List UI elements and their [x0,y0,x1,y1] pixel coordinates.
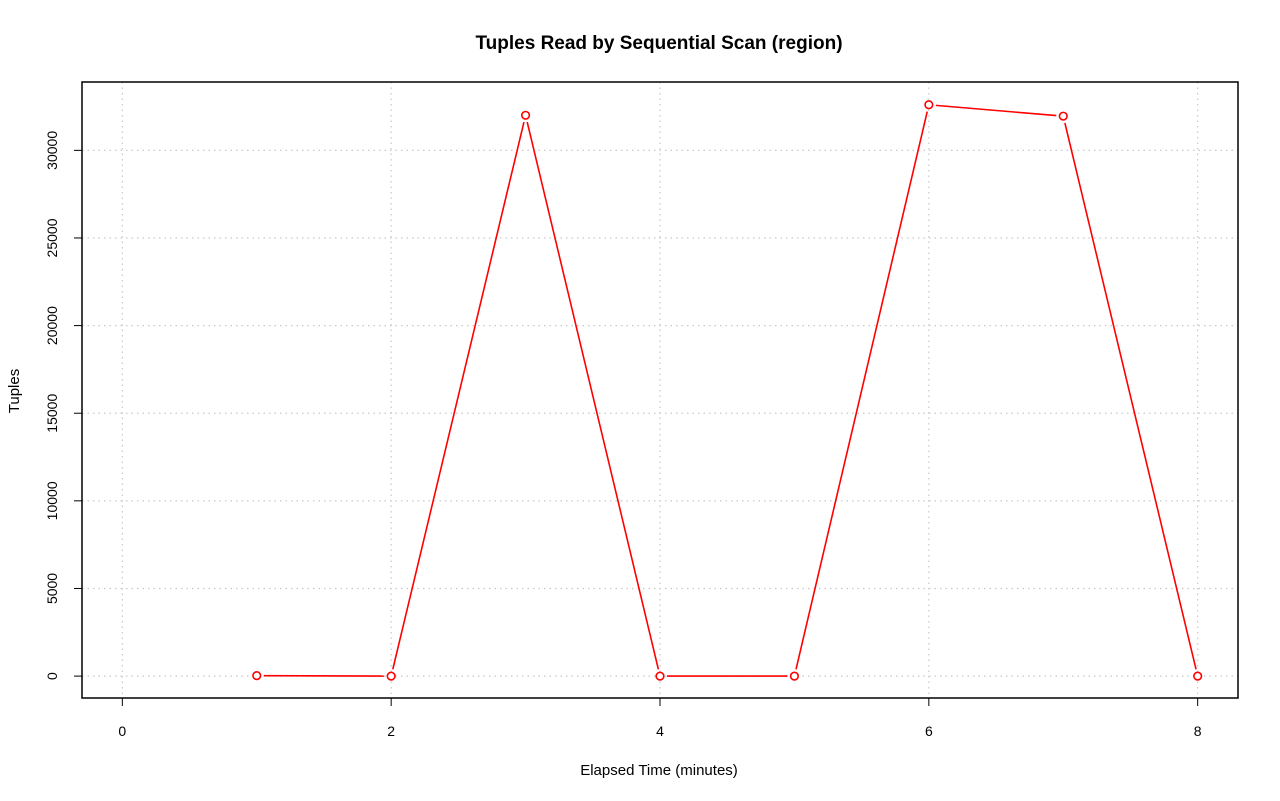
y-tick-label: 20000 [44,306,60,345]
data-point [655,671,665,681]
x-axis-label: Elapsed Time (minutes) [580,762,738,779]
y-axis-label: Tuples [6,369,23,413]
series-line-segment [935,104,1057,117]
x-tick-label: 4 [656,723,664,739]
axes: 0 2 4 6 8 0 5000 10000 15000 20000 25000 30000 [44,131,1202,739]
data-point [1193,671,1203,681]
grid-lines [82,82,1238,698]
y-tick-label: 25000 [44,218,60,257]
series-line-segment [392,121,525,670]
data-point [386,671,396,681]
x-tick-label: 0 [118,723,126,739]
y-tick-label: 5000 [44,573,60,604]
y-tick-label: 30000 [44,131,60,170]
series-layer [252,100,1203,681]
data-point [789,671,800,681]
y-tick-label: 0 [44,672,60,680]
data-point [1058,111,1068,121]
data-point [520,110,531,120]
y-tick-label: 15000 [44,394,60,433]
data-point [924,100,934,110]
chart-title: Tuples Read by Sequential Scan (region) [475,33,842,54]
series-line-segment [526,121,660,670]
data-point [252,671,262,681]
series-line-segment [795,111,929,670]
series-line-segment [1064,122,1197,670]
x-tick-label: 2 [387,723,395,739]
x-tick-label: 6 [925,723,933,739]
x-tick-label: 8 [1194,723,1202,739]
y-tick-label: 10000 [44,481,60,520]
